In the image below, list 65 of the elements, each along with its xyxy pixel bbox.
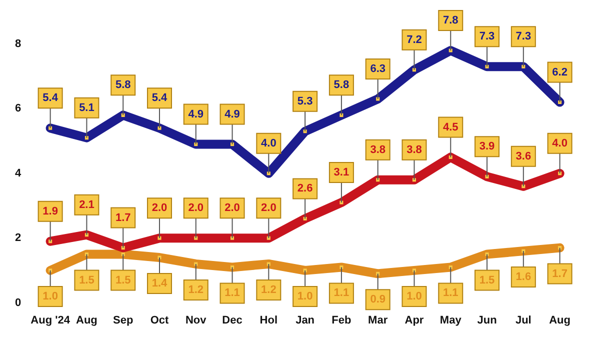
data-label: 1.5 bbox=[115, 274, 131, 286]
data-label: 1.7 bbox=[115, 212, 131, 224]
data-label: 7.3 bbox=[479, 30, 495, 43]
x-tick-label: Aug '24 bbox=[30, 314, 71, 326]
data-label: 1.2 bbox=[261, 284, 276, 296]
y-tick-label: 0 bbox=[14, 296, 22, 309]
x-tick-label: Apr bbox=[404, 314, 424, 326]
y-tick-label: 4 bbox=[14, 167, 22, 180]
data-label: 1.1 bbox=[224, 287, 240, 300]
data-label: 4.9 bbox=[224, 108, 240, 120]
data-label: 1.0 bbox=[406, 290, 422, 302]
x-tick-label: Hol bbox=[260, 314, 278, 326]
data-label: 3.1 bbox=[334, 166, 350, 179]
data-label: 2.1 bbox=[79, 198, 94, 211]
data-label: 5.4 bbox=[152, 92, 168, 104]
x-tick-label: Mar bbox=[368, 314, 388, 326]
data-label: 2.0 bbox=[224, 202, 240, 214]
data-label: 1.5 bbox=[479, 274, 495, 286]
data-label: 1.6 bbox=[516, 271, 532, 284]
y-tick-label: 8 bbox=[14, 38, 22, 50]
data-label: 5.1 bbox=[79, 102, 94, 114]
data-label: 3.9 bbox=[479, 140, 495, 153]
data-label: 7.8 bbox=[442, 14, 458, 26]
data-label: 6.2 bbox=[552, 66, 568, 78]
data-label: 6.3 bbox=[370, 63, 386, 76]
x-tick-label: Oct bbox=[150, 314, 169, 326]
data-label: 3.8 bbox=[370, 144, 386, 156]
data-label: 3.6 bbox=[516, 150, 532, 162]
data-label: 4.0 bbox=[552, 137, 568, 150]
data-label: 2.6 bbox=[297, 182, 313, 195]
data-label: 5.8 bbox=[334, 79, 350, 92]
x-tick-label: Aug bbox=[76, 314, 98, 326]
data-label: 7.2 bbox=[406, 34, 422, 46]
y-tick-label: 6 bbox=[14, 102, 22, 115]
data-label: 2.0 bbox=[152, 202, 168, 214]
data-label: 1.0 bbox=[297, 290, 313, 302]
data-label: 0.9 bbox=[370, 294, 386, 306]
y-tick-label: 2 bbox=[14, 232, 22, 244]
data-label: 4.0 bbox=[261, 137, 276, 150]
data-label: 5.8 bbox=[115, 79, 131, 92]
x-tick-label: Jun bbox=[477, 314, 498, 326]
data-label: 4.9 bbox=[188, 108, 204, 120]
data-label: 1.1 bbox=[442, 287, 458, 300]
data-label: 1.0 bbox=[42, 290, 58, 302]
data-label: 7.3 bbox=[516, 30, 532, 43]
data-label: 1.7 bbox=[552, 268, 568, 280]
data-label: 1.1 bbox=[334, 287, 350, 300]
data-label: 5.4 bbox=[42, 92, 59, 104]
data-label: 5.3 bbox=[297, 95, 313, 108]
data-label: 4.5 bbox=[442, 121, 458, 134]
x-tick-label: May bbox=[440, 314, 462, 326]
x-tick-label: Aug bbox=[549, 314, 570, 326]
data-label: 3.8 bbox=[406, 144, 422, 156]
x-tick-label: Feb bbox=[332, 314, 352, 326]
x-tick-label: Nov bbox=[185, 314, 208, 326]
x-tick-label: Jul bbox=[515, 314, 532, 326]
data-label: 2.0 bbox=[261, 202, 276, 214]
data-label: 2.0 bbox=[188, 202, 204, 214]
data-label: 1.9 bbox=[42, 205, 58, 218]
x-tick-label: Sep bbox=[113, 314, 134, 326]
data-label: 1.5 bbox=[79, 274, 94, 286]
x-tick-label: Jan bbox=[296, 314, 315, 326]
data-label: 1.4 bbox=[152, 278, 168, 290]
data-label: 1.2 bbox=[188, 284, 204, 296]
x-tick-label: Dec bbox=[222, 314, 242, 326]
